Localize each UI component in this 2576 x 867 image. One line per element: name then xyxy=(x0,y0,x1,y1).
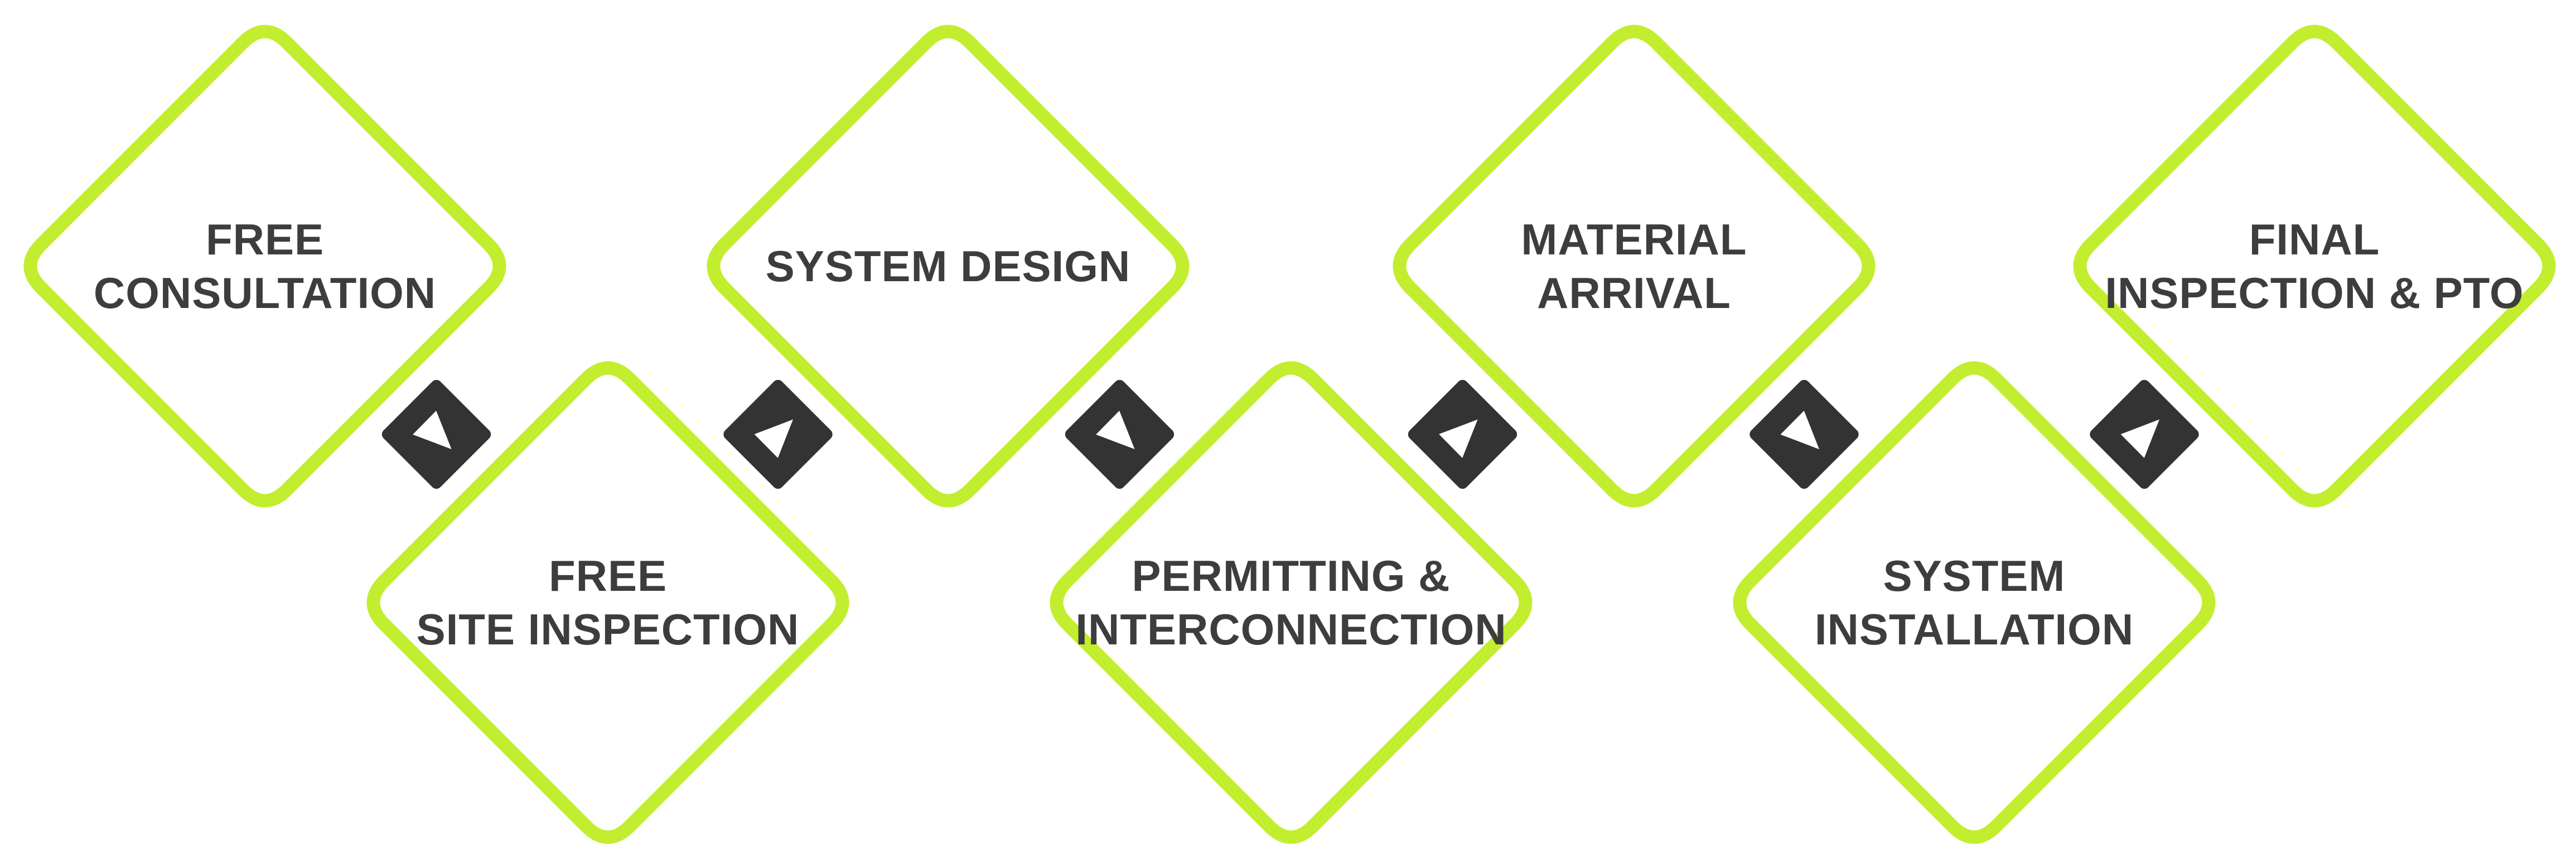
play-arrow-icon xyxy=(2120,419,2159,458)
step-connector xyxy=(723,379,833,489)
step-connector xyxy=(381,379,491,489)
step-diamond xyxy=(1733,361,2216,844)
step-label: SYSTEM DESIGN xyxy=(766,242,1130,291)
play-arrow-icon xyxy=(413,411,452,450)
play-arrow-icon xyxy=(1439,419,1478,458)
step-label: MATERIAL xyxy=(1521,215,1747,264)
step-diamond xyxy=(366,361,849,844)
step-label: PERMITTING & xyxy=(1132,551,1451,600)
step-label: FINAL xyxy=(2249,215,2380,264)
step-label: FREE xyxy=(206,215,324,264)
step-connector xyxy=(1749,379,1859,489)
step-label: CONSULTATION xyxy=(94,268,436,317)
connectors xyxy=(381,379,2199,489)
play-arrow-icon xyxy=(754,419,793,458)
step-label: INSTALLATION xyxy=(1815,605,2134,654)
step-connector xyxy=(1065,379,1175,489)
play-arrow-icon xyxy=(1780,411,1819,450)
step-3: SYSTEM DESIGN xyxy=(707,25,1190,508)
step-connector xyxy=(1408,379,1517,489)
step-diamond xyxy=(707,25,1190,508)
play-arrow-icon xyxy=(1096,411,1135,450)
step-2: FREE SITE INSPECTION xyxy=(366,361,849,844)
step-label: SYSTEM xyxy=(1883,551,2066,600)
step-6: SYSTEM INSTALLATION xyxy=(1733,361,2216,844)
step-label: FREE xyxy=(549,551,667,600)
step-label: INSPECTION & PTO xyxy=(2105,268,2524,317)
step-4: PERMITTING & INTERCONNECTION xyxy=(1050,361,1533,844)
step-label: SITE INSPECTION xyxy=(417,605,800,654)
step-label: INTERCONNECTION xyxy=(1075,605,1506,654)
step-diamond xyxy=(23,25,506,508)
step-diamond xyxy=(1393,25,1876,508)
step-connector xyxy=(2090,379,2199,489)
step-diamond xyxy=(2073,25,2556,508)
step-diamond xyxy=(1050,361,1533,844)
step-label: ARRIVAL xyxy=(1537,268,1731,317)
